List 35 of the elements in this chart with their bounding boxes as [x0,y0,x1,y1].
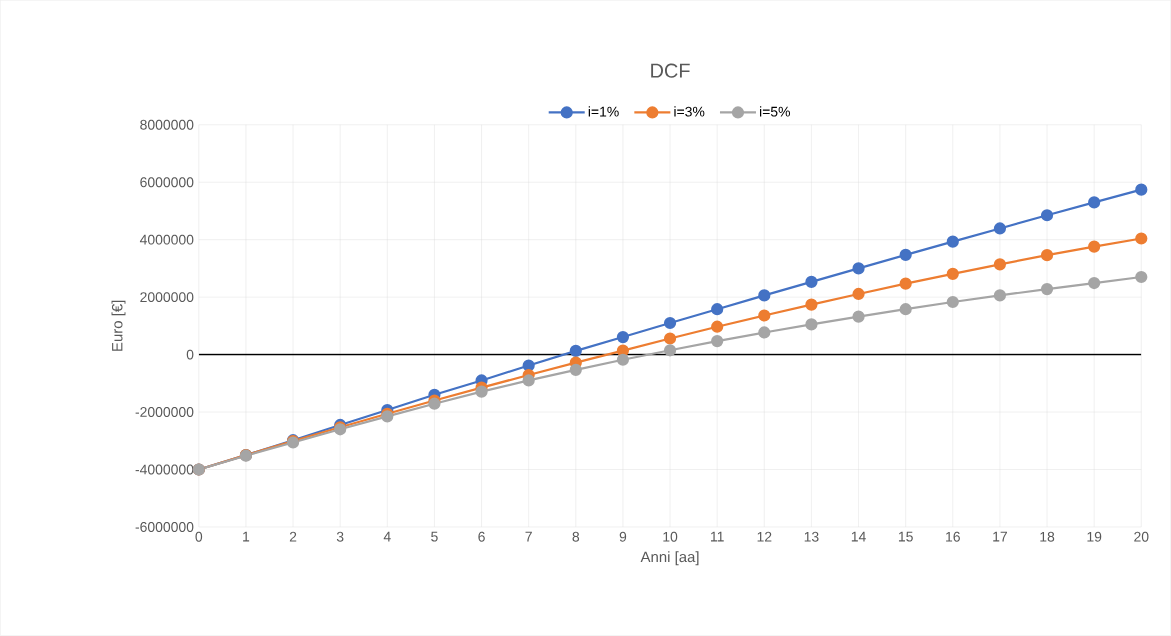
y-tick-label: 0 [186,349,194,360]
y-tick-label: 6000000 [140,177,194,188]
x-tick-label: 12 [757,531,772,542]
x-tick-label: 13 [804,531,819,542]
y-tick-label: -2000000 [135,407,194,418]
x-tick-label: 1 [243,531,250,542]
x-tick-label: 9 [619,531,627,542]
x-tick-label: 4 [383,531,391,542]
x-axis-title: Anni [aa] [640,551,699,566]
legend-label: i=5% [760,106,790,117]
x-tick-label: 14 [851,531,866,542]
y-tick-label: 4000000 [139,234,194,245]
x-tick-label: 2 [289,531,297,542]
x-tick-label: 15 [898,531,913,542]
x-tick-label: 8 [572,531,580,542]
y-axis-title: Euro [€] [111,300,126,351]
y-tick-label: -4000000 [135,464,194,475]
x-tick-label: 7 [525,531,532,542]
x-tick-label: 10 [663,531,678,542]
x-tick-label: 16 [946,531,960,542]
x-tick-label: 20 [1134,531,1149,542]
y-tick-label: 2000000 [140,292,194,303]
x-tick-label: 18 [1040,531,1055,542]
x-tick-label: 0 [195,531,203,542]
chart-title: DCF [651,63,690,78]
x-tick-label: 19 [1087,531,1102,542]
y-tick-label: 8000000 [140,119,194,130]
x-tick-label: 17 [993,531,1007,542]
x-tick-label: 5 [431,531,438,542]
legend-label: i=3% [674,106,705,117]
y-tick-label: -6000000 [135,522,194,533]
x-tick-label: 11 [710,531,724,542]
x-tick-label: 6 [478,531,485,542]
x-tick-label: 3 [336,531,344,542]
legend-label: i=1% [588,106,619,117]
